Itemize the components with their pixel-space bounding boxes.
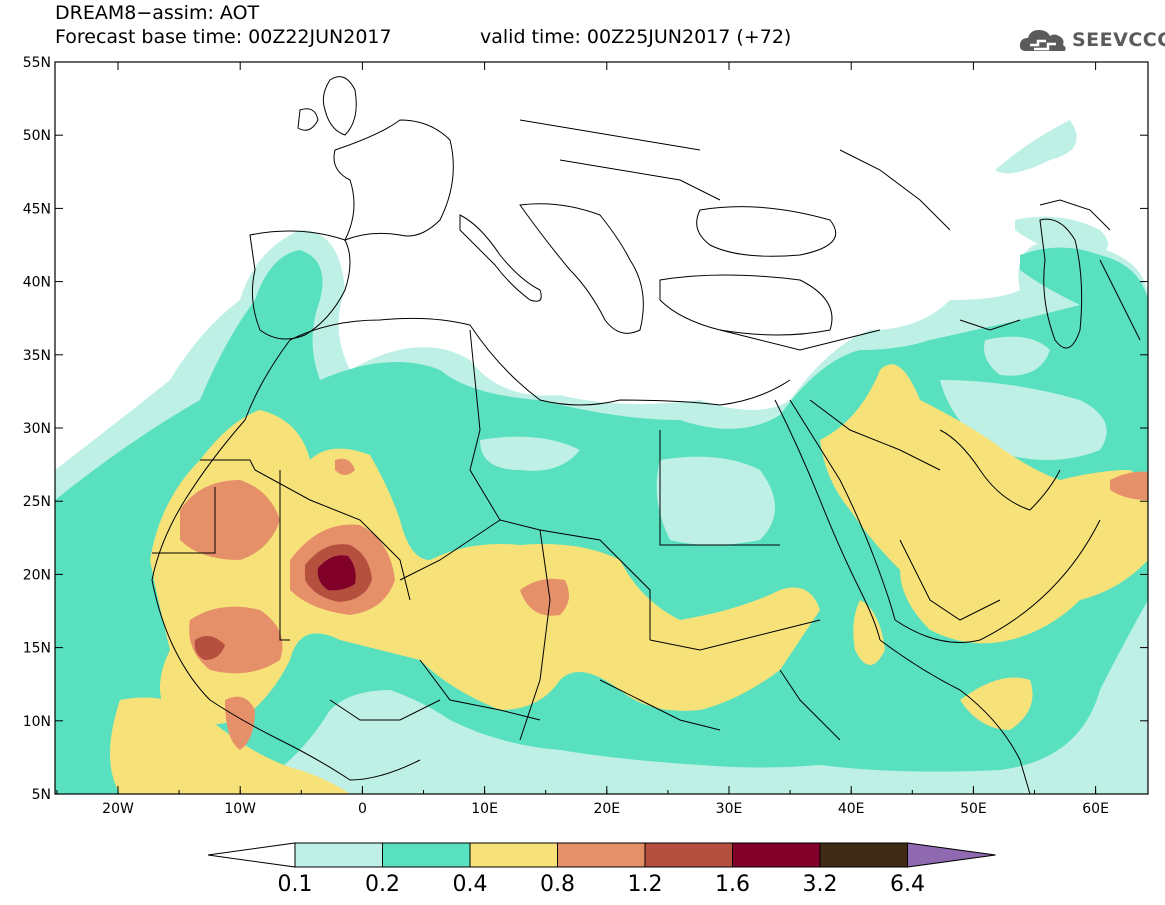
lat-label: 35N: [23, 348, 51, 364]
colorbar-label: 3.2: [803, 872, 838, 897]
lon-label: 60E: [1082, 801, 1109, 817]
lat-label: 10N: [23, 714, 51, 730]
forecast-base-time: Forecast base time: 00Z22JUN2017: [55, 26, 392, 48]
colorbar-label: 1.6: [715, 872, 750, 897]
colorbar-label: 0.2: [365, 872, 400, 897]
lon-label: 30E: [716, 801, 743, 817]
colorbar-segment: [557, 842, 646, 868]
map-title: DREAM8−assim: AOT: [55, 2, 260, 24]
lat-label: 50N: [23, 128, 51, 144]
colorbar-segment: [294, 842, 383, 868]
aot-level-0.4: [110, 364, 1148, 794]
lat-label: 20N: [23, 567, 51, 583]
colorbar-segment: [732, 842, 821, 868]
latitude-axis: 55N 50N 45N 40N 35N 30N 25N 20N 15N 10N 5N: [23, 55, 1148, 803]
lat-label: 45N: [23, 201, 51, 217]
logo-text: SEEVCCC: [1072, 29, 1165, 51]
lon-label: 20W: [102, 801, 134, 817]
colorbar-segment: [469, 842, 558, 868]
aot-field: [55, 62, 1148, 794]
lon-label: 10W: [224, 801, 256, 817]
lat-label: 40N: [23, 275, 51, 291]
colorbar: 0.1 0.2 0.4 0.8 1.2 1.6 3.2 6.4: [207, 842, 996, 897]
aot-level-1.6: [317, 555, 356, 591]
colorbar-label: 6.4: [890, 872, 925, 897]
aot-level-0.8: [180, 458, 1148, 750]
colorbar-label: 0.4: [453, 872, 488, 897]
lon-label: 20E: [593, 801, 620, 817]
colorbar-label: 1.2: [628, 872, 663, 897]
lat-label: 55N: [23, 55, 51, 71]
lat-label: 30N: [23, 421, 51, 437]
coastlines: [151, 76, 1141, 794]
seevccc-logo: SEEVCCC: [1018, 24, 1165, 56]
cloud-logo-icon: [1019, 30, 1066, 51]
colorbar-max-arrow: [907, 842, 996, 868]
colorbar-segment: [819, 842, 908, 868]
lon-label: 50E: [960, 801, 987, 817]
colorbar-segment: [644, 842, 733, 868]
longitude-axis: 20W 10W 0 10E 20E 30E 40E 50E 60E: [56, 62, 1109, 817]
colorbar-label: 0.1: [278, 872, 313, 897]
lat-label: 25N: [23, 494, 51, 510]
lat-label: 5N: [32, 787, 51, 803]
colorbar-segment: [382, 842, 471, 868]
colorbar-min-arrow: [207, 842, 296, 868]
lon-label: 10E: [471, 801, 498, 817]
valid-time: valid time: 00Z25JUN2017 (+72): [480, 26, 792, 48]
lat-label: 15N: [23, 641, 51, 657]
lon-label: 40E: [838, 801, 865, 817]
lon-label: 0: [358, 801, 367, 817]
colorbar-label: 0.8: [540, 872, 575, 897]
